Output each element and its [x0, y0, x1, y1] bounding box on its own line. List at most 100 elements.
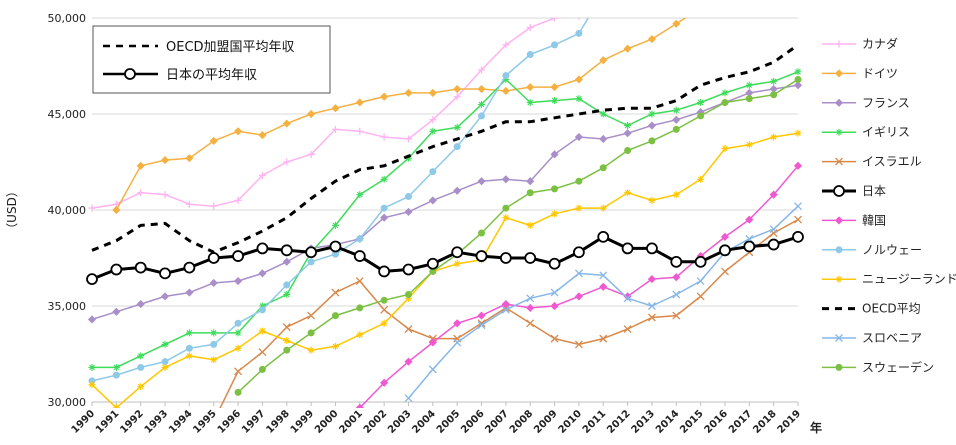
data-point — [648, 196, 656, 204]
data-point — [696, 292, 705, 301]
data-point — [136, 300, 145, 309]
data-point — [356, 304, 364, 312]
x-tick-label: 2019 — [776, 408, 803, 435]
data-point — [402, 263, 415, 276]
data-point — [404, 290, 412, 298]
data-point — [428, 88, 437, 97]
data-point — [574, 132, 583, 142]
data-point — [87, 315, 97, 324]
data-point — [137, 383, 145, 391]
data-point — [355, 98, 364, 107]
series-line — [92, 71, 799, 369]
data-point — [305, 246, 318, 259]
data-point — [331, 342, 339, 350]
data-point — [136, 161, 145, 170]
data-point — [672, 273, 681, 282]
data-point — [234, 276, 243, 286]
data-point — [574, 269, 583, 278]
x-tick-label: 2000 — [313, 408, 340, 435]
data-point — [234, 329, 242, 337]
data-point — [835, 128, 843, 136]
legend-entry: OECD平均 — [822, 302, 921, 316]
data-point — [696, 277, 705, 285]
data-point — [599, 110, 607, 118]
x-tick-label: 2016 — [703, 408, 730, 435]
series-OECD平均 — [91, 43, 799, 254]
data-point — [551, 210, 559, 218]
data-point — [307, 311, 316, 320]
data-point — [210, 356, 218, 364]
data-point — [834, 69, 844, 78]
legend-entry: イギリス — [822, 125, 910, 139]
data-point — [548, 257, 561, 270]
data-point — [210, 340, 218, 348]
data-point — [502, 204, 510, 212]
data-point — [404, 294, 412, 302]
data-point — [672, 115, 681, 124]
data-point — [258, 365, 266, 373]
data-point — [453, 84, 462, 94]
data-point — [380, 175, 388, 183]
legend-label: ニュージーランド — [862, 272, 956, 286]
data-point — [501, 175, 510, 184]
legend-entry: ノルウェー — [822, 243, 922, 257]
data-point — [745, 81, 753, 89]
data-point — [833, 185, 845, 197]
x-tick-label: 2002 — [362, 408, 389, 435]
legend-label: スロベニア — [862, 331, 922, 345]
data-point — [356, 191, 364, 199]
data-point — [112, 307, 121, 316]
legend-label: ドイツ — [862, 66, 898, 80]
data-point — [648, 110, 656, 118]
legend-entry: 日本 — [822, 184, 886, 198]
data-point — [697, 175, 705, 183]
y-axis-title: （USD） — [5, 185, 19, 235]
data-point — [834, 216, 844, 225]
data-point — [646, 242, 658, 255]
data-point — [599, 271, 608, 280]
data-point — [502, 41, 510, 49]
data-point — [256, 242, 269, 255]
data-point — [380, 204, 388, 212]
data-point — [161, 340, 169, 348]
data-point — [356, 127, 364, 135]
data-point — [769, 225, 778, 234]
legend-entry: スウェーデン — [822, 359, 934, 374]
data-point — [502, 214, 510, 222]
data-point — [234, 388, 242, 396]
y-tick-label: 45,000 — [48, 108, 87, 121]
data-point — [209, 278, 218, 288]
data-point — [160, 292, 170, 301]
series-line — [91, 18, 590, 382]
data-point — [745, 95, 753, 103]
data-point — [770, 133, 778, 141]
data-point — [404, 135, 412, 143]
data-point — [429, 116, 437, 124]
data-point — [380, 213, 389, 222]
data-point — [526, 24, 534, 32]
series-フランス — [87, 81, 803, 324]
data-point — [282, 119, 291, 128]
data-point — [526, 83, 535, 92]
y-tick-label: 35,000 — [48, 300, 87, 313]
data-point — [835, 157, 843, 166]
series-line — [237, 78, 799, 393]
data-point — [329, 240, 342, 253]
data-point — [526, 319, 535, 328]
data-point — [478, 66, 486, 74]
x-tick-label: 2005 — [435, 408, 462, 435]
x-tick-label: 1995 — [191, 408, 218, 435]
data-point — [524, 252, 537, 264]
data-point — [550, 150, 559, 159]
data-point — [112, 404, 120, 408]
data-point — [426, 257, 439, 270]
data-point — [743, 240, 756, 253]
x-tick-label: 2011 — [581, 408, 608, 435]
data-point — [478, 229, 486, 237]
data-point — [451, 246, 464, 259]
data-point — [672, 19, 681, 28]
data-point — [404, 154, 412, 162]
data-point — [185, 200, 193, 208]
